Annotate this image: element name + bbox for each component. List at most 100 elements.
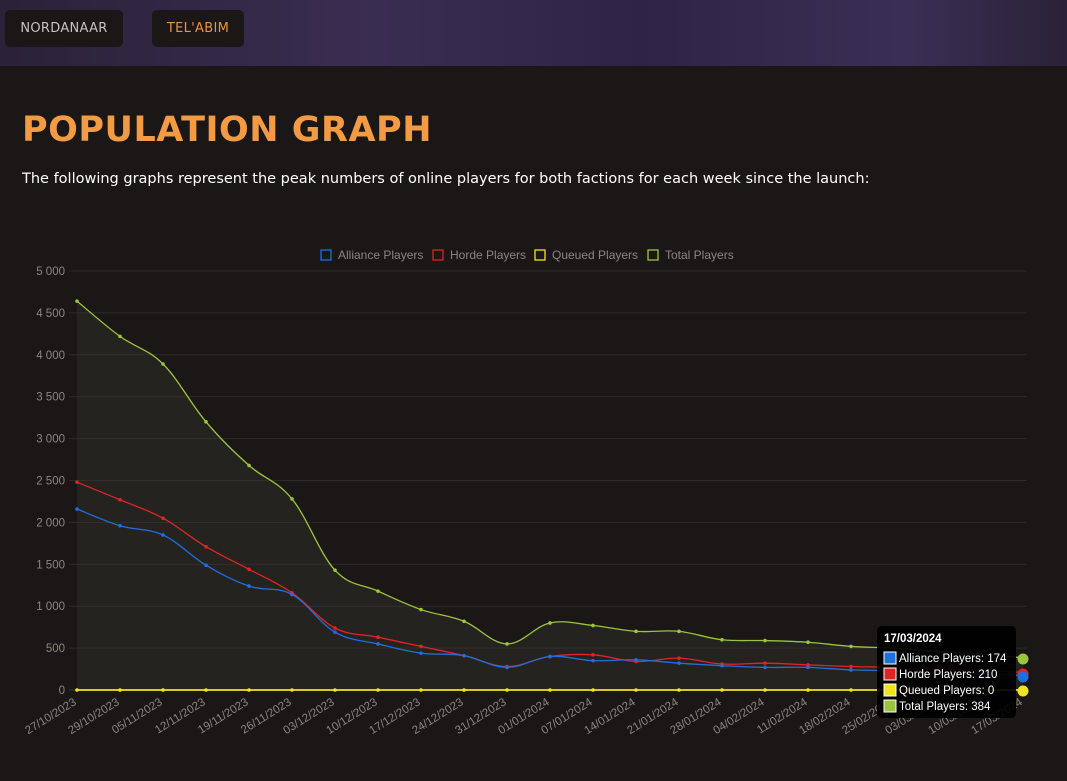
y-tick-label: 2 000	[36, 517, 65, 529]
queued-point[interactable]	[677, 688, 681, 692]
horde-point[interactable]	[204, 544, 208, 549]
total-point[interactable]	[333, 568, 337, 572]
page-subtitle: The following graphs represent the peak …	[22, 171, 870, 187]
alliance-point[interactable]	[118, 523, 122, 528]
alliance-point[interactable]	[548, 654, 552, 659]
total-point[interactable]	[161, 362, 165, 366]
tooltip-title: 17/03/2024	[884, 633, 942, 645]
y-tick-label: 4 000	[36, 350, 65, 362]
queued-point[interactable]	[204, 688, 208, 692]
alliance-point[interactable]	[763, 665, 767, 670]
queued-point[interactable]	[161, 688, 165, 692]
alliance-point[interactable]	[462, 653, 466, 658]
alliance-point[interactable]	[333, 630, 337, 634]
alliance-point[interactable]	[677, 661, 681, 665]
queued-point[interactable]	[591, 688, 595, 692]
alliance-point[interactable]	[247, 584, 251, 588]
tooltip-swatch-queued	[883, 683, 897, 697]
legend-label-horde[interactable]: Horde Players	[450, 248, 526, 262]
total-point[interactable]	[376, 589, 380, 593]
total-point[interactable]	[462, 619, 466, 624]
y-tick-label: 1 500	[36, 559, 65, 571]
horde-point[interactable]	[806, 663, 810, 667]
queued-hover-point[interactable]	[1017, 685, 1029, 697]
legend-label-queued[interactable]: Queued Players	[552, 248, 638, 262]
total-series-line[interactable]	[76, 300, 1024, 659]
legend-label-total[interactable]: Total Players	[665, 248, 734, 262]
queued-point[interactable]	[333, 688, 337, 692]
total-point[interactable]	[75, 299, 79, 303]
legend-swatch-alliance[interactable]	[320, 249, 332, 261]
queued-point[interactable]	[118, 688, 122, 692]
total-point[interactable]	[247, 463, 251, 468]
queued-point[interactable]	[462, 688, 466, 692]
total-point[interactable]	[849, 644, 853, 649]
tooltip-swatch-horde	[883, 667, 897, 681]
horde-point[interactable]	[161, 516, 165, 521]
tooltip-line-total: Total Players: 384	[899, 701, 991, 713]
population-chart[interactable]: 0 500 1 000 1 500 2 000 2 500 3 000 3 500 4 000 4…	[0, 230, 1067, 781]
alliance-point[interactable]	[634, 658, 638, 662]
queued-point[interactable]	[720, 688, 724, 692]
queued-point[interactable]	[763, 688, 767, 692]
y-tick-label: 4 500	[36, 308, 65, 320]
alliance-point[interactable]	[505, 665, 509, 670]
y-tick-label: 5 000	[36, 266, 65, 278]
total-point[interactable]	[806, 640, 810, 645]
horde-point[interactable]	[376, 635, 380, 640]
queued-point[interactable]	[548, 688, 552, 692]
total-point[interactable]	[118, 334, 122, 339]
total-point[interactable]	[763, 638, 767, 643]
queued-point[interactable]	[849, 688, 853, 692]
total-point[interactable]	[204, 420, 208, 424]
total-point[interactable]	[419, 607, 423, 612]
alliance-point[interactable]	[849, 668, 853, 672]
horde-point[interactable]	[419, 644, 423, 649]
y-tick-label: 0	[59, 685, 65, 697]
queued-point[interactable]	[634, 688, 638, 692]
queued-point[interactable]	[290, 688, 294, 692]
alliance-point[interactable]	[806, 665, 810, 670]
queued-point[interactable]	[376, 688, 380, 692]
total-point[interactable]	[505, 642, 509, 646]
total-point[interactable]	[677, 629, 681, 634]
horde-point[interactable]	[849, 664, 853, 669]
total-point[interactable]	[290, 497, 294, 501]
alliance-point[interactable]	[75, 507, 79, 511]
queued-point[interactable]	[247, 688, 251, 692]
tooltip-line-alliance: Alliance Players: 174	[899, 653, 1007, 665]
alliance-point[interactable]	[419, 651, 423, 655]
total-point[interactable]	[720, 637, 724, 642]
total-point[interactable]	[548, 621, 552, 625]
tooltip-swatch-alliance	[883, 651, 897, 665]
legend-swatch-total[interactable]	[647, 249, 659, 261]
total-point[interactable]	[634, 629, 638, 634]
horde-point[interactable]	[677, 656, 681, 660]
horde-point[interactable]	[591, 653, 595, 657]
horde-point[interactable]	[75, 480, 79, 484]
horde-point[interactable]	[118, 497, 122, 502]
total-area-fill	[77, 301, 1023, 690]
queued-point[interactable]	[806, 688, 810, 692]
realm-tab-nordanaar[interactable]: NORDANAAR	[5, 10, 123, 47]
queued-point[interactable]	[419, 688, 423, 692]
alliance-point[interactable]	[161, 533, 165, 537]
alliance-point[interactable]	[376, 642, 380, 646]
y-tick-label: 3 000	[36, 434, 65, 446]
alliance-point[interactable]	[290, 592, 294, 597]
alliance-point[interactable]	[720, 663, 724, 668]
horde-point[interactable]	[333, 626, 337, 630]
horde-point[interactable]	[763, 661, 767, 665]
alliance-point[interactable]	[591, 658, 595, 663]
alliance-point[interactable]	[204, 563, 208, 567]
queued-point[interactable]	[505, 688, 509, 692]
total-hover-point[interactable]	[1017, 653, 1029, 665]
alliance-hover-point[interactable]	[1017, 671, 1029, 683]
queued-point[interactable]	[75, 688, 79, 692]
total-point[interactable]	[591, 623, 595, 628]
horde-point[interactable]	[247, 567, 251, 572]
realm-tab-telabim[interactable]: TEL'ABIM	[152, 10, 244, 47]
legend-label-alliance[interactable]: Alliance Players	[338, 248, 423, 262]
legend-swatch-horde[interactable]	[432, 249, 444, 261]
legend-swatch-queued[interactable]	[534, 249, 546, 261]
